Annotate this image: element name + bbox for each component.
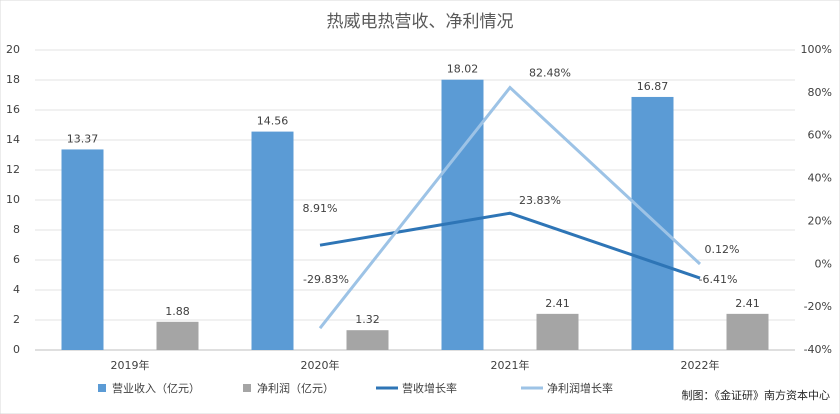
chart-title: 热威电热营收、净利情况 bbox=[327, 12, 514, 32]
x-tick-label: 2019年 bbox=[111, 358, 150, 372]
bar bbox=[156, 321, 199, 350]
bar-value-label: 1.88 bbox=[165, 305, 190, 318]
x-tick-label: 2021年 bbox=[491, 358, 530, 372]
y2-tick-label: -20% bbox=[804, 300, 832, 313]
line-value-label: 82.48% bbox=[529, 67, 571, 80]
y-tick-label: 8 bbox=[13, 223, 20, 236]
bar-value-label: 14.56 bbox=[257, 115, 289, 128]
y2-tick-label: 100% bbox=[801, 43, 832, 56]
y-tick-label: 0 bbox=[13, 343, 20, 356]
bar bbox=[251, 131, 294, 350]
x-tick-label: 2022年 bbox=[681, 358, 720, 372]
y-tick-label: 12 bbox=[6, 163, 20, 176]
y2-tick-label: 60% bbox=[808, 129, 832, 142]
line-value-label: 8.91% bbox=[303, 202, 338, 215]
y2-tick-label: 20% bbox=[808, 214, 832, 227]
bar-value-label: 16.87 bbox=[637, 80, 669, 93]
bar-value-label: 18.02 bbox=[447, 63, 479, 76]
y-tick-label: 14 bbox=[6, 133, 20, 146]
bar bbox=[536, 313, 579, 350]
legend-label: 净利润增长率 bbox=[547, 381, 613, 395]
bar bbox=[441, 79, 484, 350]
y2-tick-label: 80% bbox=[808, 86, 832, 99]
y-tick-label: 16 bbox=[6, 103, 20, 116]
legend-label: 净利润（亿元） bbox=[257, 381, 334, 395]
bar bbox=[61, 149, 104, 350]
legend-label: 营收增长率 bbox=[402, 381, 457, 395]
bar-value-label: 2.41 bbox=[735, 297, 760, 310]
y-tick-label: 10 bbox=[6, 193, 20, 206]
y-tick-label: 2 bbox=[13, 313, 20, 326]
legend-swatch bbox=[243, 384, 251, 392]
bar bbox=[346, 330, 389, 350]
y-tick-label: 4 bbox=[13, 283, 20, 296]
bar-value-label: 2.41 bbox=[545, 297, 570, 310]
legend-swatch bbox=[98, 384, 106, 392]
line bbox=[319, 211, 701, 280]
y-tick-label: 20 bbox=[6, 43, 20, 56]
bar-value-label: 1.32 bbox=[355, 313, 380, 326]
x-tick-label: 2020年 bbox=[301, 358, 340, 372]
y2-tick-label: 0% bbox=[815, 257, 832, 270]
line-value-label: -29.83% bbox=[303, 273, 349, 286]
line-value-label: -6.41% bbox=[699, 273, 738, 286]
y2-tick-label: 40% bbox=[808, 172, 832, 185]
bar bbox=[726, 313, 769, 350]
y-tick-label: 18 bbox=[6, 73, 20, 86]
legend-label: 营业收入（亿元） bbox=[112, 381, 200, 395]
line bbox=[318, 85, 702, 330]
line-value-label: 0.12% bbox=[705, 243, 740, 256]
line-value-label: 23.83% bbox=[519, 194, 561, 207]
y-tick-label: 6 bbox=[13, 253, 20, 266]
y2-tick-label: -40% bbox=[804, 343, 832, 356]
bar bbox=[631, 96, 674, 350]
bar-value-label: 13.37 bbox=[67, 132, 99, 145]
source-note: 制图：《金证研》南方资本中心 bbox=[682, 388, 831, 402]
